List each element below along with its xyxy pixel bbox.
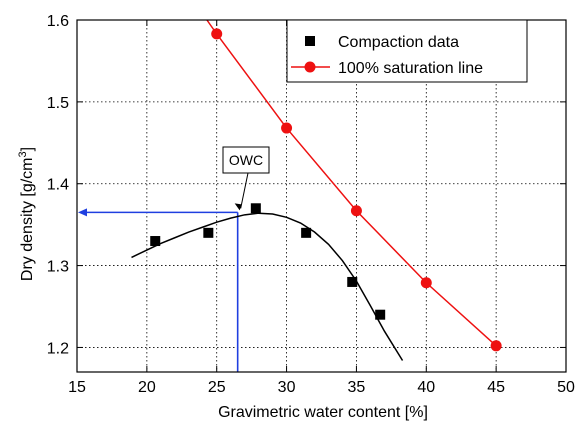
series-layer [131, 19, 502, 361]
saturation-point [281, 122, 293, 134]
grid-layer [77, 20, 566, 372]
owc-label: OWC [229, 152, 263, 168]
saturation-point [490, 340, 502, 352]
y-axis-title-sup: 3 [17, 151, 29, 157]
x-tick-label: 20 [138, 379, 156, 396]
compaction-point [150, 236, 161, 247]
x-axis-title: Gravimetric water content [%] [218, 404, 428, 421]
x-tick-label: 50 [557, 379, 575, 396]
legend-box [286, 19, 528, 83]
x-tick-label: 25 [208, 379, 226, 396]
legend-circle-marker [304, 61, 316, 73]
legend-square-marker [305, 36, 315, 46]
legend-label-saturation: 100% saturation line [338, 60, 483, 77]
y-tick-label: 1.6 [47, 13, 69, 30]
x-tick-label: 15 [68, 379, 86, 396]
compaction-point [347, 276, 358, 287]
y-axis-title-main: Dry density [g/cm [19, 157, 36, 281]
fit-curve [131, 212, 404, 361]
compaction-point [203, 227, 214, 238]
y-tick-label: 1.5 [47, 95, 69, 112]
x-tick-label: 30 [278, 379, 296, 396]
y-tick-label: 1.3 [47, 259, 69, 276]
compaction-point [250, 203, 261, 214]
owc-label-box [222, 146, 270, 174]
owc-pointer-line [240, 172, 249, 209]
x-tick-label: 45 [487, 379, 505, 396]
saturation-point [420, 277, 432, 289]
x-tick-label: 35 [348, 379, 366, 396]
owc-annotation: OWC [222, 146, 270, 174]
y-tick-label: 1.2 [47, 340, 69, 357]
y-axis-title: Dry density [g/cm3] [17, 147, 36, 281]
tick-layer: 15 20 25 30 35 40 45 50 1.2 1.3 1.4 1.5 1.6 [47, 13, 575, 396]
owc-pointer-arrowhead [234, 203, 242, 211]
saturation-point [211, 28, 223, 40]
legend: Compaction data 100% saturation line [286, 19, 528, 83]
compaction-point [301, 227, 312, 238]
guide-layer [78, 172, 249, 372]
saturation-point [350, 205, 362, 217]
x-tick-label: 40 [417, 379, 435, 396]
y-tick-label: 1.4 [47, 177, 69, 194]
y-axis-title-end: ] [19, 147, 36, 151]
compaction-point [375, 309, 386, 320]
legend-label-compaction: Compaction data [338, 34, 459, 51]
owc-arrowhead [78, 208, 87, 217]
